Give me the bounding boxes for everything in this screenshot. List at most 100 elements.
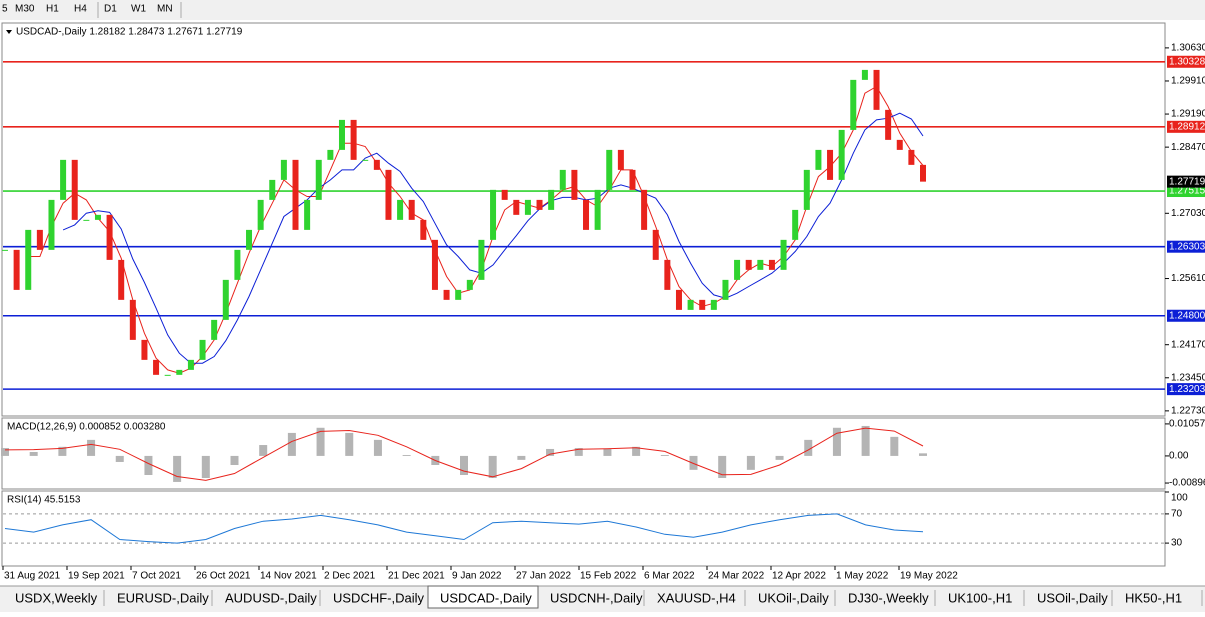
y-tick-label: 1.27030 (1171, 208, 1205, 219)
timeframe-button[interactable]: H1 (46, 4, 59, 15)
rsi-label: RSI(14) 45.5153 (7, 495, 81, 506)
candle (315, 159, 322, 200)
candle (838, 129, 845, 180)
timeframe-button[interactable]: D1 (104, 4, 117, 15)
macd-bar (488, 455, 497, 479)
candle (664, 259, 671, 290)
candle (617, 149, 624, 170)
macd-bar (775, 455, 784, 460)
tab[interactable]: USDCHF-,Daily (333, 590, 425, 605)
last-price-box (1167, 175, 1205, 188)
candle (106, 214, 113, 260)
level-label-box (1167, 120, 1205, 133)
candle (327, 149, 334, 160)
timeframe-button[interactable]: MN (157, 4, 173, 15)
macd-bar (29, 451, 38, 456)
tab[interactable]: USOil-,Daily (1037, 590, 1108, 605)
x-tick-label: 31 Aug 2021 (4, 571, 61, 582)
candle (257, 199, 264, 230)
x-tick-label: 15 Feb 2022 (580, 571, 637, 582)
macd-label: MACD(12,26,9) 0.000852 0.003280 (7, 422, 166, 433)
candle (606, 149, 613, 190)
candle (25, 229, 32, 290)
tab[interactable]: DJ30-,Weekly (848, 590, 929, 605)
tab[interactable]: XAUUSD-,H4 (657, 590, 736, 605)
candle (443, 289, 450, 300)
tab[interactable]: UKOil-,Daily (758, 590, 829, 605)
candle (176, 369, 183, 375)
tab-bar (0, 586, 1205, 612)
timeframe-button[interactable]: 5 (2, 4, 8, 15)
candle (536, 199, 543, 210)
candle (548, 189, 555, 210)
tab[interactable]: UK100-,H1 (948, 590, 1012, 605)
candle (246, 229, 253, 250)
level-label-box (1167, 309, 1205, 322)
macd-bar (460, 455, 468, 475)
y-tick-label: 1.25610 (1171, 273, 1205, 284)
x-tick-label: 1 May 2022 (836, 571, 889, 582)
candle (768, 259, 775, 270)
macd-bar (58, 446, 67, 456)
macd-bar (689, 455, 698, 470)
y-tick-label: 1.23450 (1171, 372, 1205, 383)
candle (118, 259, 125, 300)
x-tick-label: 14 Nov 2021 (260, 571, 317, 582)
candle (827, 149, 834, 180)
y-tick-label: -0.00896 (1169, 478, 1205, 489)
timeframe-button[interactable]: H4 (74, 4, 87, 15)
tab[interactable]: USDX,Weekly (15, 590, 98, 605)
tab[interactable]: USDCAD-,Daily (440, 590, 532, 605)
macd-bar (574, 448, 583, 456)
x-tick-label: 12 Apr 2022 (772, 571, 826, 582)
candle (187, 359, 194, 370)
macd-bar (230, 455, 239, 465)
active-tab (427, 585, 539, 609)
candle (13, 249, 20, 290)
tab[interactable]: AUDUSD-,Daily (225, 590, 317, 605)
x-tick-label: 24 Mar 2022 (708, 571, 765, 582)
candle (641, 189, 648, 230)
y-tick-label: 1.28470 (1171, 142, 1205, 153)
macd-signal (4, 427, 924, 481)
candle (710, 299, 717, 310)
candle (292, 159, 299, 230)
level-label: 1.27515 (1169, 186, 1205, 197)
macd-bar (316, 427, 325, 456)
candle (873, 69, 880, 110)
candle (141, 339, 148, 360)
candle (431, 239, 438, 290)
candle (455, 289, 462, 300)
candle (896, 139, 903, 150)
macd-bar (373, 439, 382, 456)
x-tick-label: 19 May 2022 (900, 571, 958, 582)
last-price-label: 1.27719 (1169, 176, 1205, 187)
candle (792, 209, 799, 240)
tab[interactable]: USDCNH-,Daily (550, 590, 643, 605)
macd-bar (345, 432, 354, 456)
candle (513, 199, 520, 215)
macd-bar (173, 455, 182, 482)
moving-average (62, 112, 924, 364)
toolbar (0, 0, 1205, 20)
x-tick-label: 26 Oct 2021 (196, 571, 251, 582)
macd-bar (517, 455, 526, 460)
candle (280, 159, 287, 180)
candle (757, 259, 764, 270)
candle (338, 119, 345, 150)
level-label: 1.30328 (1169, 56, 1205, 67)
tab[interactable]: HK50-,H1 (1125, 590, 1182, 605)
candle (48, 199, 55, 250)
x-tick-label: 6 Mar 2022 (644, 571, 695, 582)
tab[interactable]: EURUSD-,Daily (117, 590, 209, 605)
timeframe-button[interactable]: W1 (131, 4, 146, 15)
candle (734, 259, 741, 280)
macd-bar (115, 455, 124, 462)
rsi-line (4, 513, 924, 544)
rsi-panel (1, 490, 1166, 567)
timeframe-button[interactable]: M30 (15, 4, 35, 15)
candle (478, 239, 485, 280)
macd-bar (660, 455, 669, 456)
x-tick-label: 21 Dec 2021 (388, 571, 445, 582)
